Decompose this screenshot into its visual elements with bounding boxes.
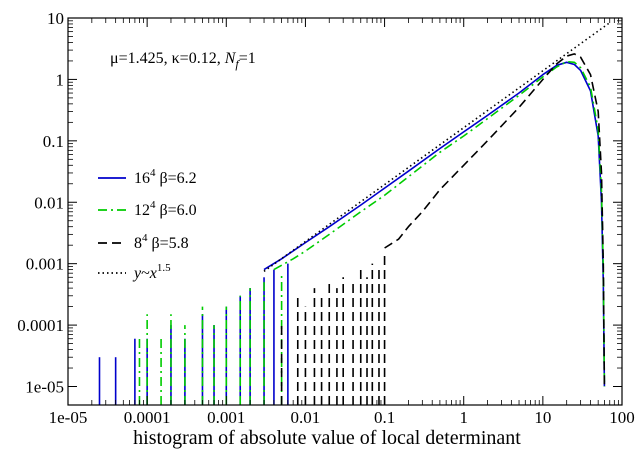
series-line-1 bbox=[273, 60, 606, 387]
parameter-annotation-part: N bbox=[224, 50, 237, 67]
x-tick-label: 10 bbox=[534, 408, 551, 427]
x-tick-label: 0.001 bbox=[207, 408, 245, 427]
y-tick-label: 0.1 bbox=[43, 132, 64, 151]
parameter-annotation: μ=1.425, κ=0.12, Nf=1 bbox=[110, 50, 256, 71]
noise-layer bbox=[98, 252, 386, 405]
legend-label-3-part: y bbox=[132, 265, 142, 282]
parameter-annotation-part: f bbox=[235, 57, 240, 71]
x-tick-label: 0.0001 bbox=[124, 408, 171, 427]
x-tick-label: 1 bbox=[459, 408, 468, 427]
legend-label-0: 164 β=6.2 bbox=[134, 167, 197, 187]
series-line-3 bbox=[263, 22, 611, 272]
y-tick-label: 10 bbox=[47, 9, 64, 28]
x-tick-label: 0.1 bbox=[374, 408, 395, 427]
legend-label-2: 84 β=5.8 bbox=[134, 232, 189, 252]
axes-layer: 1e-05 0.0001 0.001 0.01 0.1 1 10 100 1e-05 0.0001… bbox=[17, 9, 635, 449]
legend-label-0-part: 4 bbox=[150, 167, 156, 179]
x-tick-label: 0.01 bbox=[291, 408, 321, 427]
legend-label-3: y~x1.5 bbox=[132, 262, 171, 282]
annotation-layer: μ=1.425, κ=0.12, Nf=1 bbox=[110, 50, 256, 71]
legend-label-2-part: 8 bbox=[134, 235, 142, 252]
y-tick-label: 0.001 bbox=[26, 255, 64, 274]
series-line-0 bbox=[263, 61, 606, 387]
legend-label-1-part: 12 bbox=[134, 202, 150, 219]
legend-label-3-part: x bbox=[149, 265, 157, 282]
parameter-annotation-part: μ=1.425, κ=0.12, bbox=[110, 50, 225, 67]
legend-label-3-part: ~ bbox=[141, 265, 150, 282]
y-tick-label: 0.0001 bbox=[17, 316, 64, 335]
legend-label-1-part: β=6.0 bbox=[156, 202, 197, 219]
x-tick-label: 1e-05 bbox=[49, 408, 88, 427]
y-tick-label: 0.01 bbox=[34, 193, 64, 212]
series-line-2 bbox=[384, 53, 606, 387]
y-tick-label: 1 bbox=[56, 70, 65, 89]
legend-label-2-part: 4 bbox=[142, 232, 148, 244]
legend-label-0-part: 16 bbox=[134, 170, 150, 187]
legend-label-0-part: β=6.2 bbox=[156, 170, 197, 187]
y-tick-label: 1e-05 bbox=[25, 378, 64, 397]
legend-label-1: 124 β=6.0 bbox=[134, 199, 197, 219]
parameter-annotation-part: =1 bbox=[239, 50, 256, 67]
series-layer bbox=[263, 22, 611, 387]
legend-label-2-part: β=5.8 bbox=[148, 235, 189, 252]
x-axis-title: histogram of absolute value of local det… bbox=[133, 427, 521, 449]
legend-label-3-part: 1.5 bbox=[157, 262, 171, 274]
x-tick-label: 100 bbox=[609, 408, 635, 427]
legend-label-1-part: 4 bbox=[150, 199, 156, 211]
plot-frame bbox=[67, 17, 623, 406]
